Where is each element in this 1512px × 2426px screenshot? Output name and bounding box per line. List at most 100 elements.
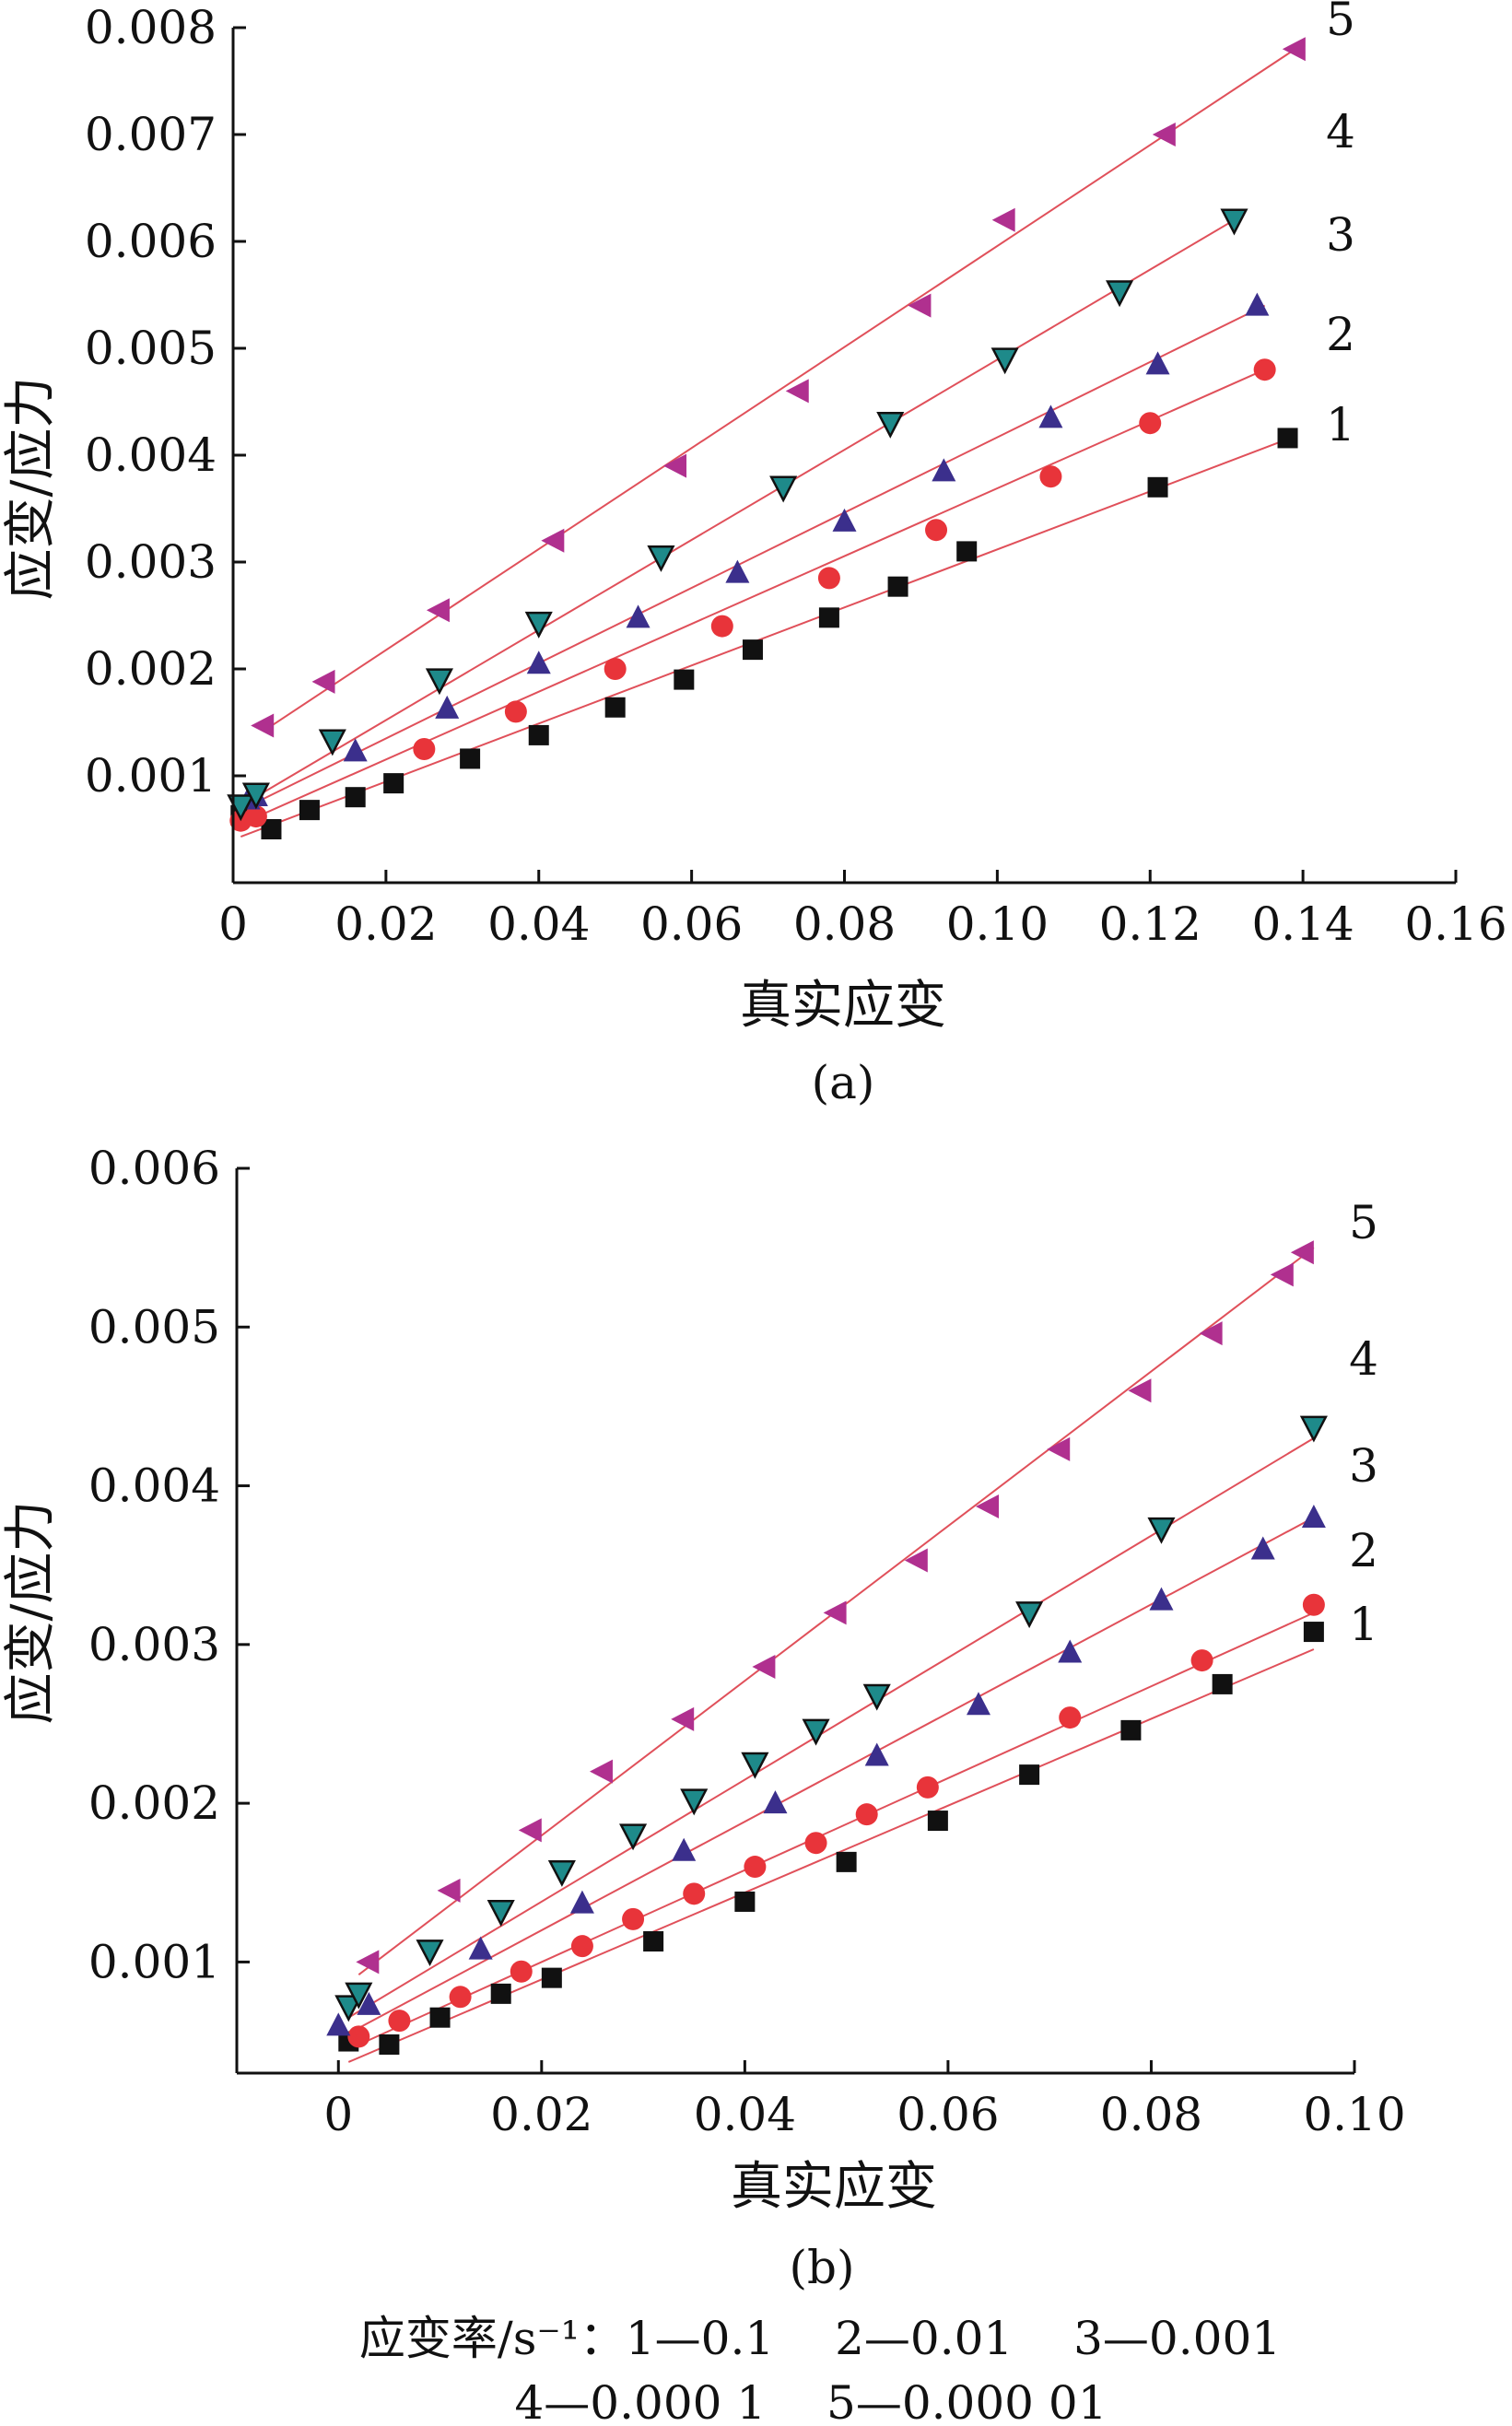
chart-b-point-series-2 <box>510 1960 533 1983</box>
chart-a-point-series-1 <box>674 669 695 690</box>
chart-b-y-tick-label: 0.001 <box>88 1935 220 1988</box>
chart-b-point-series-2 <box>1059 1706 1082 1729</box>
chart-a-point-series-1 <box>460 748 481 769</box>
chart-b-point-series-3 <box>1149 1587 1174 1611</box>
chart-a-point-series-4 <box>227 794 255 822</box>
chart-b-point-series-1 <box>836 1851 857 1872</box>
chart-b-fit-line-3 <box>347 1517 1315 2034</box>
chart-a-x-tick-label: 0.10 <box>946 897 1049 951</box>
chart-a-fit-line-4 <box>240 218 1235 807</box>
chart-a-ylabel: 应变/应力 <box>1 377 61 601</box>
chart-a-point-series-2 <box>1039 465 1062 488</box>
chart-a-point-series-2 <box>244 805 267 828</box>
chart-b-point-series-1 <box>734 1891 756 1912</box>
legend-line-2: 4—0.000 1 5—0.000 01 <box>514 2376 1107 2426</box>
chart-a-x-tick-label: 0.04 <box>487 897 590 951</box>
chart-b-point-series-4 <box>486 1900 515 1927</box>
chart-a-y-tick-label: 0.006 <box>85 215 217 268</box>
chart-a-point-series-2 <box>1253 358 1276 381</box>
chart-b-point-series-4 <box>1015 1601 1044 1629</box>
chart-b-point-series-3 <box>1301 1505 1326 1529</box>
chart-b-point-series-1 <box>490 1983 511 2004</box>
chart-b-point-series-2 <box>916 1776 939 1799</box>
legend-line-1: 应变率/s⁻¹：1—0.1 2—0.01 3—0.001 <box>359 2312 1281 2365</box>
chart-a-point-series-5 <box>785 379 809 404</box>
chart-a-y-tick-label: 0.004 <box>85 428 217 482</box>
chart-b-point-series-4 <box>547 1859 576 1887</box>
chart-b-point-series-4 <box>619 1823 648 1851</box>
chart-b-x-tick-label: 0 <box>323 2088 353 2141</box>
chart-a-point-series-2 <box>413 738 436 760</box>
chart-b-point-series-4 <box>1147 1517 1176 1544</box>
chart-b-point-series-3 <box>326 2012 351 2036</box>
chart-a-y-tick-label: 0.007 <box>85 108 217 161</box>
chart-a: 0 0.02 0.04 0.06 0.08 0.10 0.12 0.14 0.16 0.001 0.… <box>1 0 1507 1109</box>
chart-b-x-tick-label: 0.08 <box>1100 2088 1202 2141</box>
chart-a-point-series-2 <box>710 615 733 638</box>
chart-b-ticks: 0 0.02 0.04 0.06 0.08 0.10 0.001 0.002 0.003 0.00… <box>88 1142 1406 2141</box>
chart-b-point-series-2 <box>570 1935 593 1958</box>
chart-b-point-series-2 <box>683 1882 706 1905</box>
chart-b-point-series-1 <box>927 1811 948 1832</box>
chart-b-x-tick-label: 0.04 <box>694 2088 796 2141</box>
chart-a-ticks: 0 0.02 0.04 0.06 0.08 0.10 0.12 0.14 0.16 0.001 0.… <box>85 1 1507 951</box>
chart-b-point-series-3 <box>1058 1639 1083 1663</box>
chart-b-point-series-4 <box>1299 1415 1328 1443</box>
chart-a-curve-label-2: 2 <box>1326 308 1355 361</box>
chart-b-curve-label-2: 2 <box>1349 1524 1378 1577</box>
chart-a-point-series-5 <box>426 598 450 623</box>
chart-b-y-tick-label: 0.003 <box>88 1618 220 1671</box>
chart-b-y-tick-label: 0.002 <box>88 1776 220 1830</box>
chart-b-y-tick-label: 0.004 <box>88 1459 220 1513</box>
chart-b-point-series-5 <box>1047 1436 1071 1461</box>
chart-a-x-tick-label: 0.08 <box>793 897 896 951</box>
chart-b-point-series-2 <box>622 1907 645 1930</box>
chart-a-point-series-4 <box>524 611 553 639</box>
chart-a-point-series-4 <box>1220 208 1248 236</box>
chart-a-point-series-4 <box>425 668 453 696</box>
chart-a-x-tick-label: 0.06 <box>640 897 743 951</box>
chart-b-point-series-2 <box>347 2025 370 2048</box>
chart-a-fit-line-5 <box>263 48 1296 732</box>
chart-a-point-series-2 <box>925 519 948 542</box>
chart-b-ylabel: 应变/应力 <box>1 1501 61 1725</box>
chart-b-point-series-2 <box>449 1986 472 2009</box>
chart-b-point-series-2 <box>1190 1649 1213 1672</box>
chart-a-point-series-2 <box>817 567 840 590</box>
chart-b-point-series-5 <box>1270 1262 1294 1287</box>
chart-b-point-series-1 <box>1120 1719 1142 1740</box>
chart-b-point-series-4 <box>334 1995 363 2022</box>
chart-b-point-series-3 <box>468 1936 493 1960</box>
chart-b-point-series-4 <box>345 1982 373 2010</box>
chart-a-point-series-2 <box>504 700 527 723</box>
chart-a-point-series-5 <box>663 453 687 478</box>
chart-a-markers <box>227 37 1306 839</box>
chart-b-x-tick-label: 0.02 <box>490 2088 592 2141</box>
chart-a-point-series-1 <box>261 819 282 839</box>
chart-b-y-tick-label: 0.006 <box>88 1142 220 1195</box>
chart-b-point-series-3 <box>763 1790 788 1814</box>
chart-a-xlabel: 真实应变 <box>740 976 946 1036</box>
chart-b-curve-labels: 1 2 3 4 5 <box>1349 1196 1378 1651</box>
chart-a-x-tick-label: 0 <box>218 897 248 951</box>
chart-b-axes <box>235 1168 1354 2075</box>
chart-b-point-series-2 <box>744 1856 767 1879</box>
chart-a-point-series-1 <box>345 787 366 808</box>
chart-a-x-tick-label: 0.12 <box>1099 897 1201 951</box>
chart-a-point-series-2 <box>604 658 627 680</box>
chart-a-point-series-1 <box>818 607 839 628</box>
chart-a-point-series-3 <box>932 458 956 482</box>
chart-b-xlabel: 真实应变 <box>731 2157 937 2217</box>
chart-a-y-tick-label: 0.005 <box>85 322 217 375</box>
chart-a-point-series-3 <box>343 738 368 762</box>
chart-b-curve-label-4: 4 <box>1349 1332 1378 1386</box>
chart-a-fit-line-3 <box>240 304 1266 812</box>
chart-b-point-series-5 <box>823 1600 847 1625</box>
chart-b-point-series-1 <box>643 1931 664 1952</box>
chart-b-point-series-3 <box>1250 1536 1275 1560</box>
chart-b-curve-label-1: 1 <box>1349 1598 1378 1651</box>
chart-b-markers <box>326 1240 1328 2055</box>
chart-a-point-series-4 <box>1106 280 1134 308</box>
chart-b-point-series-5 <box>518 1818 542 1843</box>
chart-a-point-series-1 <box>1277 428 1298 449</box>
